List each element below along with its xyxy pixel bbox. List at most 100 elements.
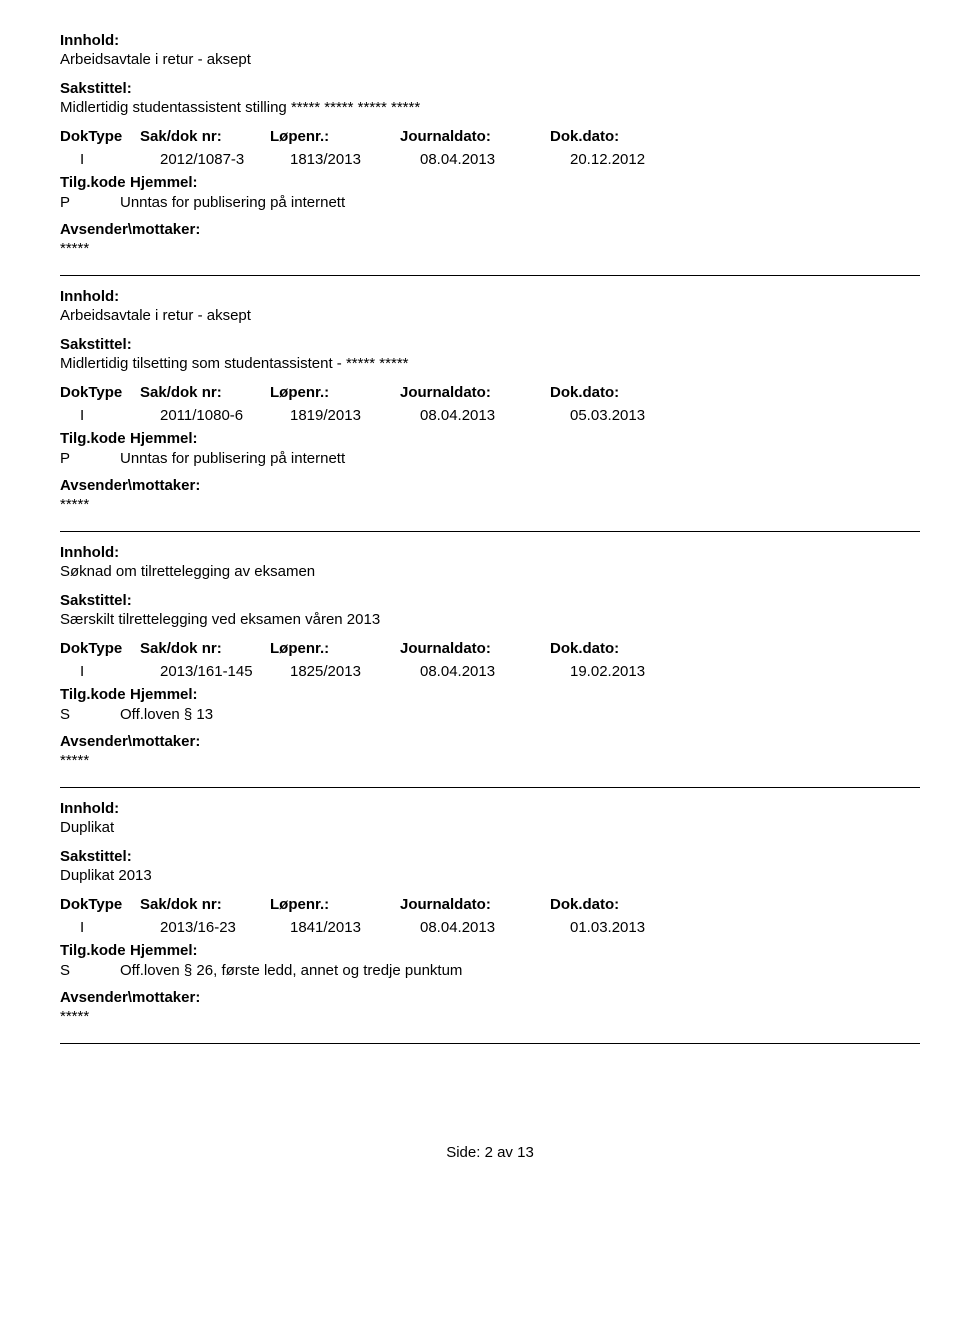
innhold-label: Innhold: [60,288,920,305]
hjemmel-value: Unntas for publisering på internett [120,194,580,211]
tilgkode-value: P [60,450,120,467]
bottom-separator [60,1043,920,1044]
page-current: 2 [485,1144,493,1161]
meta-value-row: I 2013/161-145 1825/2013 08.04.2013 19.0… [80,663,920,680]
lopenr-header: Løpenr.: [270,640,400,657]
sakstittel-label: Sakstittel: [60,592,920,609]
innhold-label: Innhold: [60,544,920,561]
avsender-block: Avsender\mottaker: ***** [60,221,920,257]
journaldato-value: 08.04.2013 [420,407,570,424]
meta-header-row: DokType Sak/dok nr: Løpenr.: Journaldato… [60,384,920,401]
avsender-label: Avsender\mottaker: [60,733,920,750]
avsender-label: Avsender\mottaker: [60,221,920,238]
journal-entry: Innhold: Arbeidsavtale i retur - aksept … [60,20,920,275]
tilgkode-label: Tilg.kode [60,942,126,959]
doktype-value: I [80,151,160,168]
hjemmel-value: Unntas for publisering på internett [120,450,580,467]
lopenr-value: 1841/2013 [290,919,420,936]
journaldato-header: Journaldato: [400,384,550,401]
hjemmel-row: S Off.loven § 26, første ledd, annet og … [60,962,580,979]
sakstittel-value: Midlertidig studentassistent stilling **… [60,99,920,116]
lopenr-value: 1813/2013 [290,151,420,168]
avsender-value: ***** [60,240,920,257]
sakdoknr-header: Sak/dok nr: [140,128,270,145]
doktype-header: DokType [60,128,140,145]
sakstittel-label: Sakstittel: [60,336,920,353]
page-container: Innhold: Arbeidsavtale i retur - aksept … [0,0,960,1201]
doktype-header: DokType [60,640,140,657]
journaldato-value: 08.04.2013 [420,663,570,680]
innhold-value: Arbeidsavtale i retur - aksept [60,307,920,324]
journal-entry: Innhold: Duplikat Sakstittel: Duplikat 2… [60,787,920,1043]
meta-value-row: I 2011/1080-6 1819/2013 08.04.2013 05.03… [80,407,920,424]
page-footer: Side: 2 av 13 [60,1144,920,1161]
innhold-label: Innhold: [60,800,920,817]
doktype-value: I [80,407,160,424]
sakstittel-value: Duplikat 2013 [60,867,920,884]
sakstittel-value: Midlertidig tilsetting som studentassist… [60,355,920,372]
tilgkode-label: Tilg.kode [60,174,126,191]
avsender-value: ***** [60,496,920,513]
innhold-value: Arbeidsavtale i retur - aksept [60,51,920,68]
avsender-block: Avsender\mottaker: ***** [60,989,920,1025]
hjemmel-value: Off.loven § 13 [120,706,580,723]
hjemmel-label: Hjemmel: [130,174,198,191]
lopenr-value: 1825/2013 [290,663,420,680]
avsender-block: Avsender\mottaker: ***** [60,477,920,513]
meta-header-row: DokType Sak/dok nr: Løpenr.: Journaldato… [60,128,920,145]
hjemmel-block: Tilg.kode Hjemmel: P Unntas for publiser… [60,430,920,467]
sakdoknr-value: 2013/16-23 [160,919,290,936]
lopenr-header: Løpenr.: [270,128,400,145]
doktype-header: DokType [60,384,140,401]
hjemmel-block: Tilg.kode Hjemmel: P Unntas for publiser… [60,174,920,211]
hjemmel-label: Hjemmel: [130,686,198,703]
dokdato-value: 05.03.2013 [570,407,700,424]
tilgkode-value: P [60,194,120,211]
dokdato-header: Dok.dato: [550,896,680,913]
sakstittel-label: Sakstittel: [60,848,920,865]
lopenr-header: Løpenr.: [270,896,400,913]
meta-value-row: I 2012/1087-3 1813/2013 08.04.2013 20.12… [80,151,920,168]
side-label: Side: [446,1144,480,1161]
journaldato-header: Journaldato: [400,896,550,913]
av-label: av [497,1144,513,1161]
doktype-value: I [80,663,160,680]
journaldato-value: 08.04.2013 [420,151,570,168]
dokdato-value: 19.02.2013 [570,663,700,680]
meta-header-row: DokType Sak/dok nr: Løpenr.: Journaldato… [60,640,920,657]
sakstittel-value: Særskilt tilrettelegging ved eksamen vår… [60,611,920,628]
journaldato-value: 08.04.2013 [420,919,570,936]
avsender-block: Avsender\mottaker: ***** [60,733,920,769]
hjemmel-label: Hjemmel: [130,430,198,447]
dokdato-header: Dok.dato: [550,640,680,657]
doktype-header: DokType [60,896,140,913]
hjemmel-row: P Unntas for publisering på internett [60,194,580,211]
dokdato-value: 20.12.2012 [570,151,700,168]
page-total: 13 [517,1144,534,1161]
tilgkode-value: S [60,706,120,723]
innhold-value: Duplikat [60,819,920,836]
avsender-label: Avsender\mottaker: [60,989,920,1006]
journaldato-header: Journaldato: [400,640,550,657]
tilgkode-label: Tilg.kode [60,686,126,703]
hjemmel-row: S Off.loven § 13 [60,706,580,723]
sakdoknr-header: Sak/dok nr: [140,384,270,401]
doktype-value: I [80,919,160,936]
hjemmel-block: Tilg.kode Hjemmel: S Off.loven § 13 [60,686,920,723]
sakdoknr-value: 2013/161-145 [160,663,290,680]
sakdoknr-value: 2011/1080-6 [160,407,290,424]
innhold-value: Søknad om tilrettelegging av eksamen [60,563,920,580]
meta-value-row: I 2013/16-23 1841/2013 08.04.2013 01.03.… [80,919,920,936]
innhold-label: Innhold: [60,32,920,49]
tilgkode-label: Tilg.kode [60,430,126,447]
hjemmel-block: Tilg.kode Hjemmel: S Off.loven § 26, før… [60,942,920,979]
hjemmel-row: P Unntas for publisering på internett [60,450,580,467]
meta-header-row: DokType Sak/dok nr: Løpenr.: Journaldato… [60,896,920,913]
lopenr-value: 1819/2013 [290,407,420,424]
lopenr-header: Løpenr.: [270,384,400,401]
sakdoknr-header: Sak/dok nr: [140,896,270,913]
dokdato-header: Dok.dato: [550,384,680,401]
sakdoknr-value: 2012/1087-3 [160,151,290,168]
journal-entry: Innhold: Søknad om tilrettelegging av ek… [60,531,920,787]
avsender-value: ***** [60,752,920,769]
